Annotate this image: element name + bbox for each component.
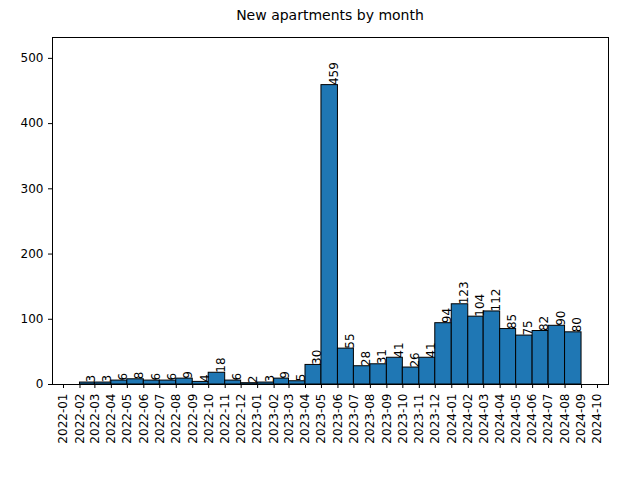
svg-text:2023-11: 2023-11 bbox=[412, 394, 426, 444]
svg-text:2022-04: 2022-04 bbox=[104, 394, 118, 444]
svg-text:2023-05: 2023-05 bbox=[314, 394, 328, 444]
svg-text:75: 75 bbox=[521, 320, 535, 335]
svg-text:2024-04: 2024-04 bbox=[493, 394, 507, 444]
svg-text:2022-12: 2022-12 bbox=[234, 394, 248, 444]
svg-text:55: 55 bbox=[343, 333, 357, 348]
svg-text:0: 0 bbox=[36, 377, 44, 391]
svg-text:41: 41 bbox=[392, 342, 406, 357]
svg-text:2023-09: 2023-09 bbox=[380, 394, 394, 444]
svg-text:500: 500 bbox=[21, 51, 44, 65]
svg-text:2022-02: 2022-02 bbox=[73, 394, 87, 444]
svg-text:2022-03: 2022-03 bbox=[88, 394, 102, 444]
svg-text:100: 100 bbox=[21, 312, 44, 326]
svg-text:3: 3 bbox=[84, 375, 98, 383]
svg-text:2023-06: 2023-06 bbox=[331, 394, 345, 444]
svg-text:6: 6 bbox=[116, 373, 130, 381]
svg-text:85: 85 bbox=[505, 314, 519, 329]
svg-text:2023-07: 2023-07 bbox=[347, 394, 361, 444]
svg-text:4: 4 bbox=[198, 374, 212, 382]
svg-text:2022-11: 2022-11 bbox=[218, 394, 232, 444]
svg-text:6: 6 bbox=[165, 373, 179, 381]
svg-text:2023-03: 2023-03 bbox=[282, 394, 296, 444]
svg-text:2023-01: 2023-01 bbox=[250, 394, 264, 444]
svg-text:2024-09: 2024-09 bbox=[574, 394, 588, 444]
svg-text:2022-08: 2022-08 bbox=[169, 394, 183, 444]
svg-text:2024-10: 2024-10 bbox=[590, 394, 604, 444]
svg-text:2023-02: 2023-02 bbox=[267, 394, 281, 444]
svg-text:2022-06: 2022-06 bbox=[137, 394, 151, 444]
svg-text:2: 2 bbox=[246, 376, 260, 384]
svg-text:6: 6 bbox=[149, 373, 163, 381]
svg-text:104: 104 bbox=[473, 294, 487, 317]
svg-text:400: 400 bbox=[21, 116, 44, 130]
svg-text:6: 6 bbox=[230, 373, 244, 381]
svg-text:9: 9 bbox=[181, 371, 195, 379]
svg-text:26: 26 bbox=[408, 352, 422, 367]
svg-text:2024-07: 2024-07 bbox=[541, 394, 555, 444]
svg-text:112: 112 bbox=[489, 289, 503, 312]
html-text:New apartments by month: New apartments by month bbox=[236, 7, 424, 23]
svg-text:2023-08: 2023-08 bbox=[363, 394, 377, 444]
svg-text:2023-12: 2023-12 bbox=[428, 394, 442, 444]
svg-text:3: 3 bbox=[263, 375, 277, 383]
svg-text:2022-01: 2022-01 bbox=[56, 394, 70, 444]
svg-text:18: 18 bbox=[214, 357, 228, 372]
svg-text:8: 8 bbox=[132, 372, 146, 380]
svg-text:28: 28 bbox=[359, 351, 373, 366]
svg-text:80: 80 bbox=[570, 317, 584, 332]
svg-text:2024-06: 2024-06 bbox=[525, 394, 539, 444]
svg-text:5: 5 bbox=[294, 374, 308, 382]
svg-text:2024-01: 2024-01 bbox=[445, 394, 459, 444]
svg-text:41: 41 bbox=[424, 342, 438, 357]
svg-text:9: 9 bbox=[278, 371, 292, 379]
svg-text:2023-04: 2023-04 bbox=[298, 394, 312, 444]
svg-text:2022-07: 2022-07 bbox=[153, 394, 167, 444]
svg-text:2022-09: 2022-09 bbox=[186, 394, 200, 444]
svg-text:200: 200 bbox=[21, 247, 44, 261]
svg-text:82: 82 bbox=[537, 316, 551, 331]
svg-text:2022-05: 2022-05 bbox=[120, 394, 134, 444]
svg-text:2023-10: 2023-10 bbox=[396, 394, 410, 444]
svg-text:2022-10: 2022-10 bbox=[202, 394, 216, 444]
svg-text:2024-08: 2024-08 bbox=[558, 394, 572, 444]
svg-text:94: 94 bbox=[440, 308, 454, 323]
svg-text:2024-02: 2024-02 bbox=[461, 394, 475, 444]
svg-text:2024-03: 2024-03 bbox=[477, 394, 491, 444]
svg-text:2024-05: 2024-05 bbox=[509, 394, 523, 444]
svg-text:123: 123 bbox=[457, 281, 471, 304]
svg-text:3: 3 bbox=[100, 375, 114, 383]
svg-text:31: 31 bbox=[375, 349, 389, 364]
svg-text:300: 300 bbox=[21, 182, 44, 196]
svg-text:30: 30 bbox=[310, 350, 324, 365]
svg-text:459: 459 bbox=[327, 62, 341, 85]
svg-text:90: 90 bbox=[554, 311, 568, 326]
